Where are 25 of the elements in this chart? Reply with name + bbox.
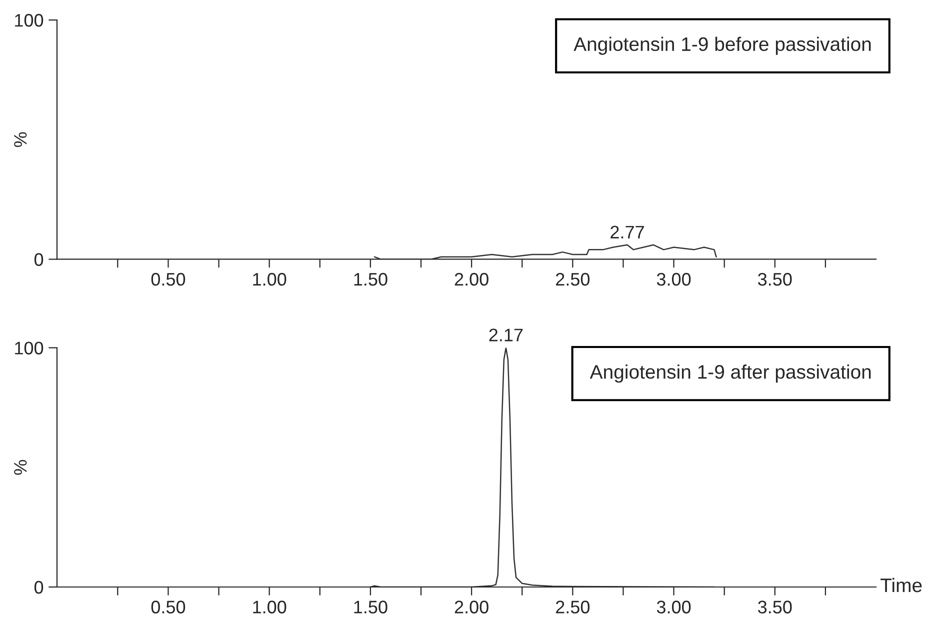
y-tick-label: 0 (34, 580, 44, 594)
x-tick-label: 2.50 (556, 600, 590, 614)
x-tick-label: 2.50 (556, 272, 590, 286)
annotation: Angiotensin 1-9 before passivation (574, 36, 871, 55)
y-axis-title: % (14, 460, 27, 475)
x-tick-label: 3.00 (656, 600, 691, 614)
x-tick-label: 2.00 (454, 600, 488, 614)
x-tick-label: 2.00 (454, 272, 488, 286)
y-tick-label: 100 (15, 342, 44, 354)
x-tick-label: 3.00 (656, 272, 691, 286)
x-tick-label: 1.00 (253, 272, 286, 286)
y-tick-label: 100 (15, 14, 44, 27)
y-axis-title: % (14, 132, 27, 148)
x-tick-label: 3.50 (758, 272, 792, 286)
x-tick-label: 1.00 (253, 600, 286, 614)
annotation: 2.77 (610, 226, 644, 238)
x-tick-label: 1.50 (354, 600, 388, 614)
x-axis-title: Time (880, 578, 922, 592)
annotation: Angiotensin 1-9 after passivation (590, 364, 871, 383)
annotation: 2.17 (489, 328, 523, 342)
y-tick-label: 0 (34, 253, 44, 266)
x-tick-label: 3.50 (758, 600, 792, 614)
x-tick-label: 0.50 (151, 272, 186, 286)
x-tick-label: 1.50 (354, 272, 388, 286)
x-tick-label: 0.50 (151, 600, 186, 614)
